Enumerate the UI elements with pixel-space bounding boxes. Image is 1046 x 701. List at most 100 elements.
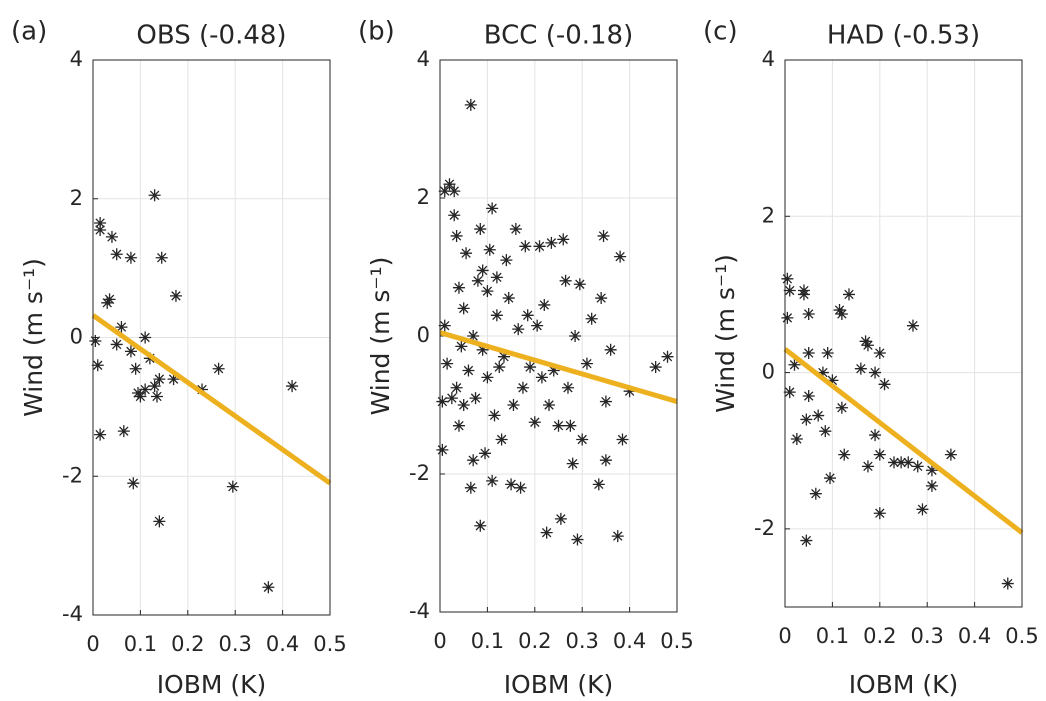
point (495, 433, 508, 446)
x-tick-label: 0.1 (124, 632, 157, 656)
point (925, 479, 938, 492)
point (561, 381, 574, 394)
point (797, 288, 810, 301)
point (895, 456, 908, 469)
point (124, 251, 137, 264)
point (925, 464, 938, 477)
point (802, 390, 815, 403)
point (592, 478, 605, 491)
x-tick-label: 0.3 (910, 624, 943, 648)
point (599, 454, 612, 467)
point (467, 330, 480, 342)
point (838, 448, 851, 461)
y-tick-label: -4 (62, 602, 83, 626)
point (869, 366, 882, 379)
y-axis-label: Wind (m s⁻¹) (19, 258, 48, 417)
axes-box (784, 59, 1023, 608)
point (476, 264, 489, 277)
x-tick-label: 0 (778, 624, 791, 648)
point (595, 292, 608, 305)
point (566, 457, 579, 470)
x-tick-label: 0.2 (171, 632, 204, 656)
point (535, 371, 548, 384)
point (443, 178, 456, 191)
point (604, 343, 617, 356)
point (262, 581, 275, 594)
fit-line (783, 347, 1024, 535)
point (127, 477, 140, 490)
point (809, 487, 822, 500)
point (559, 274, 572, 287)
axes-box (439, 59, 678, 613)
y-tick-label: 4 (417, 47, 430, 71)
point (471, 274, 484, 287)
point (826, 374, 839, 387)
x-tick-label: 0.3 (218, 632, 251, 656)
point (533, 240, 546, 253)
point (490, 309, 503, 322)
point (476, 343, 489, 356)
fit-line (439, 330, 678, 404)
point (464, 481, 477, 494)
point (781, 272, 794, 285)
x-axis-label: IOBM (K) (157, 670, 267, 699)
point (873, 507, 886, 520)
point (490, 271, 503, 284)
point (802, 347, 815, 360)
y-axis-label: Wind (m s⁻¹) (366, 257, 395, 416)
point (531, 319, 544, 332)
point (512, 323, 525, 336)
y-tick-label: 0 (762, 360, 775, 384)
point (519, 240, 532, 253)
y-tick-label: 4 (762, 47, 775, 71)
y-tick-label: 2 (417, 185, 430, 209)
point (148, 189, 161, 202)
point (438, 185, 451, 198)
point (455, 340, 468, 353)
point (781, 311, 794, 324)
x-tick-label: 0.5 (1005, 624, 1038, 648)
point (585, 312, 598, 325)
point (545, 236, 558, 249)
x-tick-label: 0 (433, 629, 446, 653)
y-tick-label: 4 (70, 47, 83, 71)
point (148, 380, 161, 393)
chart-title: HAD (-0.53) (827, 21, 980, 51)
point (906, 319, 919, 332)
point (854, 362, 867, 375)
point (540, 526, 553, 539)
point (452, 419, 465, 432)
point (91, 359, 104, 372)
x-tick-label: 0 (86, 632, 99, 656)
point (481, 285, 494, 298)
point (623, 385, 636, 398)
point (552, 419, 565, 432)
point (129, 362, 142, 375)
x-axis-label: IOBM (K) (504, 670, 614, 699)
point (580, 357, 593, 370)
point (139, 331, 152, 344)
point (507, 399, 520, 411)
point (869, 429, 882, 442)
point (110, 248, 123, 261)
point (450, 381, 463, 394)
point (94, 223, 107, 236)
point (873, 347, 886, 360)
point (783, 284, 796, 297)
point (661, 350, 674, 363)
point (524, 361, 537, 374)
point (528, 416, 541, 429)
point (445, 392, 458, 405)
point (916, 503, 929, 516)
point (467, 454, 480, 467)
point (842, 288, 855, 301)
x-tick-label: 0.1 (471, 629, 504, 653)
point (469, 392, 482, 405)
point (599, 395, 612, 408)
x-tick-label: 0.4 (266, 632, 299, 656)
point (457, 302, 470, 315)
point (573, 278, 586, 291)
point (167, 373, 180, 386)
point (569, 330, 582, 342)
